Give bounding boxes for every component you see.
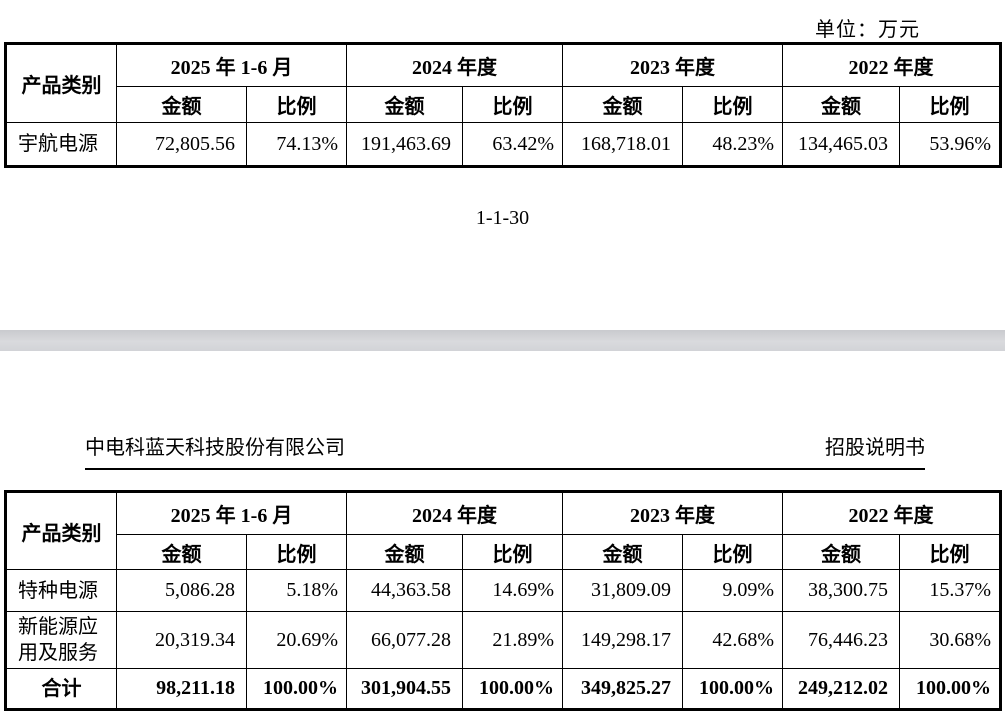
- document-header: 中电科蓝天科技股份有限公司 招股说明书: [85, 431, 925, 470]
- column-header-amount: 金额: [562, 534, 684, 570]
- column-header-amount: 金额: [782, 86, 901, 123]
- table-row: 新能源应用及服务 20,319.34 20.69% 66,077.28 21.8…: [5, 611, 1002, 669]
- ratio-cell: 63.42%: [462, 122, 564, 167]
- row-label: 特种电源: [5, 569, 117, 612]
- ratio-cell: 74.13%: [245, 122, 348, 167]
- table-row: 特种电源 5,086.28 5.18% 44,363.58 14.69% 31,…: [5, 569, 1002, 612]
- total-label: 合计: [5, 668, 117, 710]
- ratio-cell: 20.69%: [245, 611, 348, 669]
- column-header-ratio: 比例: [462, 534, 564, 570]
- ratio-cell: 100.00%: [899, 668, 1002, 710]
- amount-cell: 98,211.18: [116, 668, 247, 710]
- column-header-period-2025: 2025 年 1-6 月: [115, 491, 348, 535]
- product-revenue-table-top: 产品类别 2025 年 1-6 月 2024 年度 2023 年度 2022 年…: [4, 42, 1003, 168]
- column-header-amount: 金额: [116, 534, 247, 570]
- ratio-cell: 100.00%: [682, 668, 784, 710]
- company-name: 中电科蓝天科技股份有限公司: [85, 437, 345, 459]
- page-number: 1-1-30: [475, 207, 530, 229]
- amount-cell: 301,904.55: [346, 668, 464, 710]
- amount-cell: 31,809.09: [562, 569, 684, 612]
- ratio-cell: 100.00%: [462, 668, 564, 710]
- column-header-amount: 金额: [562, 86, 684, 123]
- page-break-divider: [0, 330, 1005, 351]
- column-header-ratio: 比例: [899, 86, 1002, 123]
- ratio-cell: 9.09%: [682, 569, 784, 612]
- amount-cell: 38,300.75: [782, 569, 901, 612]
- ratio-cell: 30.68%: [899, 611, 1002, 669]
- column-header-amount: 金额: [116, 86, 247, 123]
- row-label: 宇航电源: [5, 122, 117, 167]
- column-header-ratio: 比例: [682, 534, 784, 570]
- amount-cell: 72,805.56: [116, 122, 247, 167]
- amount-cell: 168,718.01: [562, 122, 684, 167]
- column-header-period-2022: 2022 年度: [782, 491, 1002, 535]
- amount-cell: 149,298.17: [562, 611, 684, 669]
- column-header-period-2022: 2022 年度: [782, 43, 1002, 87]
- ratio-cell: 100.00%: [245, 668, 348, 710]
- amount-cell: 134,465.03: [782, 122, 901, 167]
- amount-cell: 44,363.58: [346, 569, 464, 612]
- row-label: 新能源应用及服务: [5, 611, 117, 669]
- total-row: 合计 98,211.18 100.00% 301,904.55 100.00% …: [5, 668, 1002, 710]
- column-header-period-2023: 2023 年度: [562, 491, 784, 535]
- ratio-cell: 53.96%: [899, 122, 1002, 167]
- column-header-period-2023: 2023 年度: [562, 43, 784, 87]
- column-header-ratio: 比例: [462, 86, 564, 123]
- column-header-amount: 金额: [346, 534, 464, 570]
- ratio-cell: 21.89%: [462, 611, 564, 669]
- column-header-amount: 金额: [346, 86, 464, 123]
- amount-cell: 76,446.23: [782, 611, 901, 669]
- amount-cell: 20,319.34: [116, 611, 247, 669]
- column-header-category: 产品类别: [5, 43, 117, 123]
- column-header-period-2025: 2025 年 1-6 月: [115, 43, 348, 87]
- column-header-amount: 金额: [782, 534, 901, 570]
- column-header-period-2024: 2024 年度: [346, 43, 564, 87]
- product-revenue-table-bottom: 产品类别 2025 年 1-6 月 2024 年度 2023 年度 2022 年…: [4, 490, 1003, 711]
- table-row: 宇航电源 72,805.56 74.13% 191,463.69 63.42% …: [5, 122, 1002, 167]
- ratio-cell: 48.23%: [682, 122, 784, 167]
- ratio-cell: 42.68%: [682, 611, 784, 669]
- document-type-label: 招股说明书: [825, 437, 925, 459]
- column-header-ratio: 比例: [899, 534, 1002, 570]
- amount-cell: 66,077.28: [346, 611, 464, 669]
- amount-cell: 191,463.69: [346, 122, 464, 167]
- ratio-cell: 5.18%: [245, 569, 348, 612]
- ratio-cell: 15.37%: [899, 569, 1002, 612]
- column-header-ratio: 比例: [245, 86, 348, 123]
- column-header-category: 产品类别: [5, 491, 117, 570]
- column-header-ratio: 比例: [682, 86, 784, 123]
- column-header-ratio: 比例: [245, 534, 348, 570]
- column-header-period-2024: 2024 年度: [346, 491, 564, 535]
- amount-cell: 5,086.28: [116, 569, 247, 612]
- amount-cell: 249,212.02: [782, 668, 901, 710]
- unit-label: 单位：万元: [815, 19, 920, 41]
- amount-cell: 349,825.27: [562, 668, 684, 710]
- ratio-cell: 14.69%: [462, 569, 564, 612]
